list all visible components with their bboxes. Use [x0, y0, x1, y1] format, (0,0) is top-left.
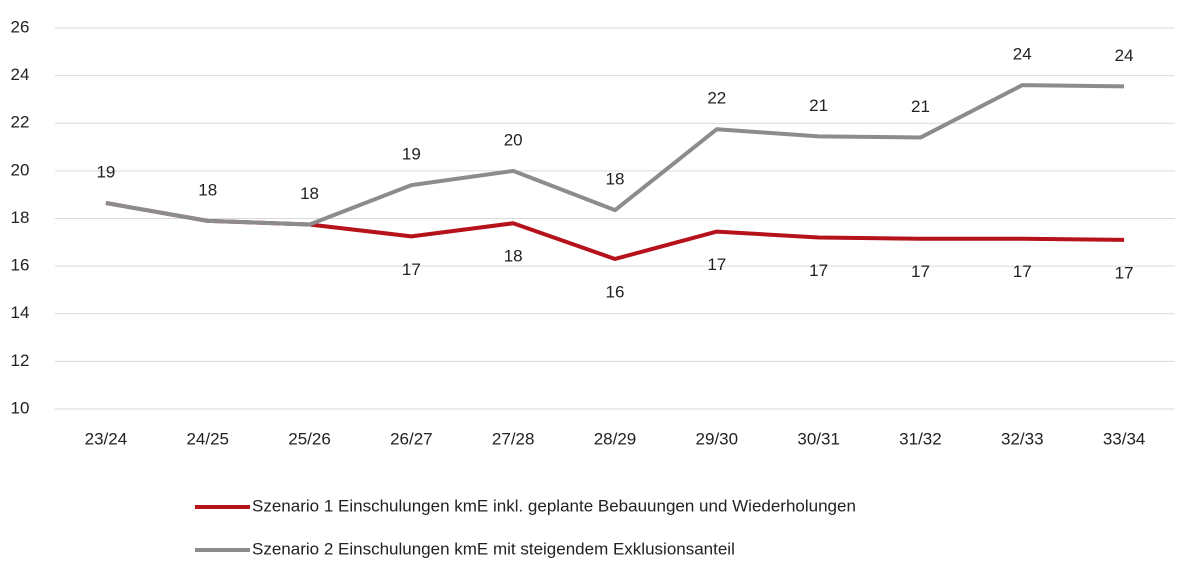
- data-label: 21: [911, 97, 930, 116]
- data-label: 19: [96, 163, 115, 182]
- legend-label: Szenario 2 Einschulungen kmE mit steigen…: [252, 539, 735, 558]
- data-label: 17: [911, 262, 930, 281]
- y-tick-label: 14: [11, 303, 30, 322]
- data-label: 21: [809, 96, 828, 115]
- x-tick-label: 29/30: [696, 429, 739, 448]
- data-label: 24: [1013, 45, 1032, 64]
- x-tick-label: 23/24: [85, 429, 128, 448]
- y-tick-label: 16: [11, 256, 30, 275]
- legend-label: Szenario 1 Einschulungen kmE inkl. gepla…: [252, 496, 856, 515]
- x-tick-label: 25/26: [288, 429, 331, 448]
- x-tick-label: 26/27: [390, 429, 433, 448]
- data-label: 17: [1013, 262, 1032, 281]
- data-label: 24: [1115, 46, 1134, 65]
- data-label: 19: [402, 145, 421, 164]
- data-label: 17: [707, 255, 726, 274]
- y-tick-label: 10: [11, 398, 30, 417]
- series-line: [105, 83, 1125, 227]
- data-label: 17: [402, 260, 421, 279]
- y-tick-label: 22: [11, 113, 30, 132]
- y-tick-label: 12: [11, 351, 30, 370]
- data-label: 18: [504, 247, 523, 266]
- y-tick-label: 24: [11, 65, 30, 84]
- x-tick-label: 32/33: [1001, 429, 1044, 448]
- data-label: 18: [198, 180, 217, 199]
- x-tick-label: 27/28: [492, 429, 535, 448]
- data-label: 18: [300, 184, 319, 203]
- x-tick-label: 28/29: [594, 429, 637, 448]
- data-label: 16: [606, 282, 625, 301]
- data-label: 18: [606, 170, 625, 189]
- data-label: 22: [707, 89, 726, 108]
- x-tick-label: 33/34: [1103, 429, 1146, 448]
- x-tick-label: 30/31: [797, 429, 840, 448]
- data-label: 17: [1115, 263, 1134, 282]
- y-tick-label: 26: [11, 17, 30, 36]
- data-label: 17: [809, 261, 828, 280]
- y-tick-label: 20: [11, 160, 30, 179]
- x-tick-label: 31/32: [899, 429, 942, 448]
- y-tick-label: 18: [11, 208, 30, 227]
- x-tick-label: 24/25: [186, 429, 229, 448]
- data-label: 20: [504, 130, 523, 149]
